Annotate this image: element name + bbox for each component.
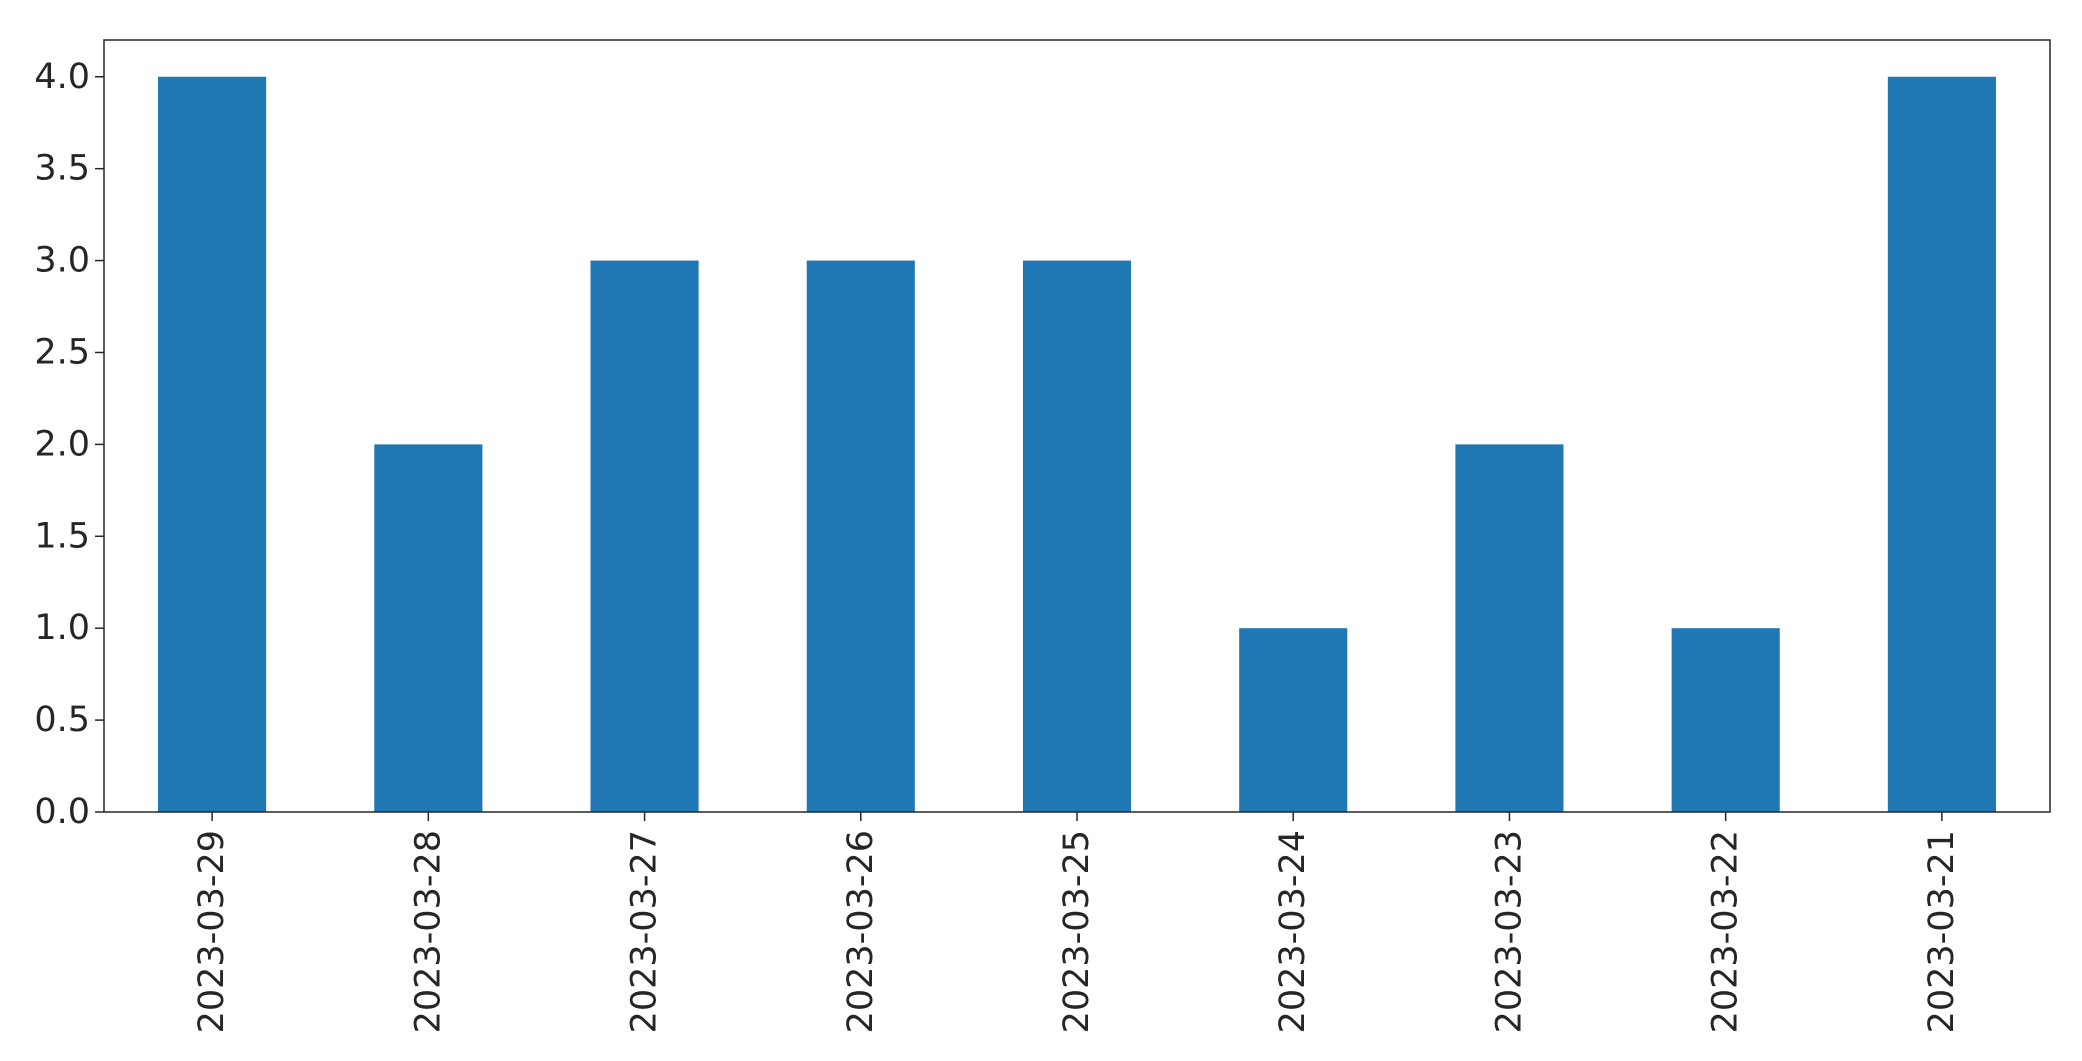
x-tick-label: 2023-03-21 (1922, 830, 1962, 1033)
bars-group (158, 76, 1996, 813)
bar-2023-03-25 (1022, 260, 1132, 813)
y-tick-label: 4.0 (34, 57, 90, 97)
x-tick-label: 2023-03-28 (408, 830, 448, 1033)
x-tick-label: 2023-03-29 (192, 830, 232, 1033)
y-tick-label: 2.5 (34, 332, 90, 372)
bar-2023-03-22 (1671, 628, 1780, 812)
y-tick-label: 0.5 (34, 700, 90, 740)
y-axis: 0.0 0.5 1.0 1.5 2.0 2.5 3.0 3.5 4.0 (34, 57, 104, 832)
bar-2023-03-27 (590, 260, 699, 813)
y-tick-label: 0.0 (34, 792, 90, 832)
bar-2023-03-21 (1887, 76, 1996, 812)
y-tick-label: 2.0 (34, 424, 90, 464)
x-tick-label: 2023-03-24 (1273, 830, 1313, 1033)
bar-2023-03-26 (806, 260, 915, 813)
x-tick-label: 2023-03-26 (841, 830, 881, 1033)
y-tick-label: 3.0 (34, 241, 90, 281)
x-tick-label: 2023-03-25 (1057, 830, 1097, 1033)
bar-2023-03-24 (1239, 628, 1348, 812)
x-tick-label: 2023-03-27 (625, 830, 665, 1033)
y-tick-label: 3.5 (34, 149, 90, 189)
x-axis: 2023-03-29 2023-03-28 2023-03-27 2023-03-26… (192, 812, 1962, 1033)
bar-2023-03-28 (374, 444, 483, 812)
x-tick-label: 2023-03-22 (1706, 830, 1746, 1033)
bar-2023-03-23 (1455, 444, 1564, 812)
y-tick-label: 1.0 (34, 608, 90, 648)
y-tick-label: 1.5 (34, 516, 90, 556)
bar-2023-03-29 (158, 76, 267, 812)
x-tick-label: 2023-03-23 (1489, 830, 1529, 1033)
